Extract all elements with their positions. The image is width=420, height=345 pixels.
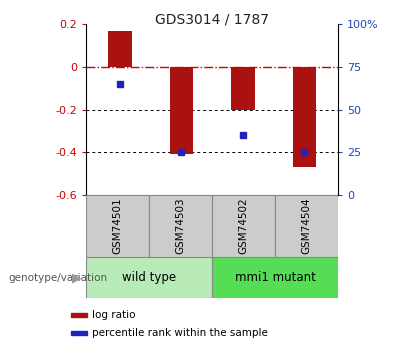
Bar [149,195,212,257]
Text: percentile rank within the sample: percentile rank within the sample [92,328,268,338]
Bar [86,257,212,298]
Bar [86,195,149,257]
Bar [231,67,255,110]
Bar [212,195,275,257]
Text: log ratio: log ratio [92,310,135,319]
Text: genotype/variation: genotype/variation [8,273,108,283]
Text: GSM74504: GSM74504 [302,198,312,254]
Text: wild type: wild type [122,271,176,284]
Text: GDS3014 / 1787: GDS3014 / 1787 [155,12,269,26]
Bar [170,67,193,154]
Text: mmi1 mutant: mmi1 mutant [235,271,315,284]
Text: GSM74502: GSM74502 [239,198,249,254]
Text: GSM74501: GSM74501 [113,198,123,254]
Bar [293,67,316,167]
Bar [275,195,338,257]
Bar [108,31,131,67]
Bar [71,313,87,317]
Bar [71,331,87,335]
Text: GSM74503: GSM74503 [176,198,186,254]
Bar [212,257,338,298]
Text: ▶: ▶ [72,271,82,284]
